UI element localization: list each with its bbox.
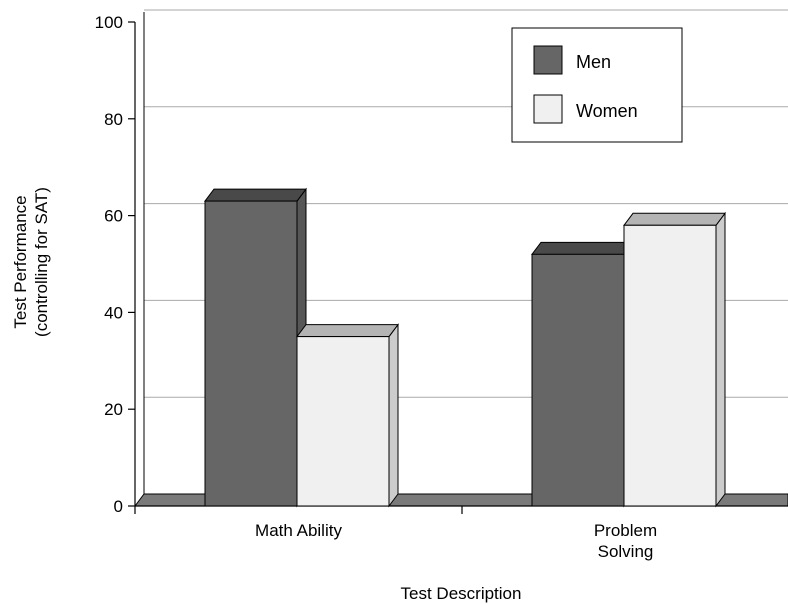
bars (204, 187, 726, 508)
y-axis-title-line: Test Performance (11, 195, 30, 328)
bar-front (204, 200, 298, 507)
x-category-label-line: Math Ability (255, 521, 342, 540)
legend: Men Women (511, 27, 683, 143)
y-tick-label: 100 (95, 13, 123, 32)
bar-front (623, 224, 717, 507)
bar-top (204, 188, 307, 202)
y-axis-title-line: (controlling for SAT) (32, 187, 51, 337)
y-tick-label: 60 (104, 207, 123, 226)
legend-swatch (533, 45, 563, 75)
bar-side (715, 211, 726, 508)
x-category-label: Problem Solving (594, 521, 657, 561)
bar-top (296, 324, 399, 338)
bar-women-1 (623, 211, 726, 508)
legend-box (511, 27, 683, 143)
legend-label: Men (576, 52, 611, 72)
x-category-label-line: Solving (598, 542, 654, 561)
axis-titles: Test Description Test Performance (control… (11, 187, 521, 603)
bar-women-0 (296, 323, 399, 508)
bar-side (388, 323, 399, 508)
tick-labels: 0 20 40 60 80 100 Math Ability Problem Solving (95, 13, 658, 561)
bar-top (623, 212, 726, 226)
bar-men-1 (531, 240, 634, 508)
y-axis-title: Test Performance (controlling for SAT) (11, 187, 51, 337)
x-category-label-line: Problem (594, 521, 657, 540)
x-category-label: Math Ability (255, 521, 342, 540)
y-tick-label: 20 (104, 400, 123, 419)
bar-men-0 (204, 187, 307, 508)
legend-swatch (533, 94, 563, 124)
y-tick-label: 80 (104, 110, 123, 129)
bar-front (531, 253, 625, 507)
x-axis-title: Test Description (401, 584, 522, 603)
y-tick-label: 0 (114, 497, 123, 516)
bar-top (531, 241, 634, 255)
bar-front (296, 336, 390, 507)
legend-label: Women (576, 101, 638, 121)
y-tick-label: 40 (104, 303, 123, 322)
